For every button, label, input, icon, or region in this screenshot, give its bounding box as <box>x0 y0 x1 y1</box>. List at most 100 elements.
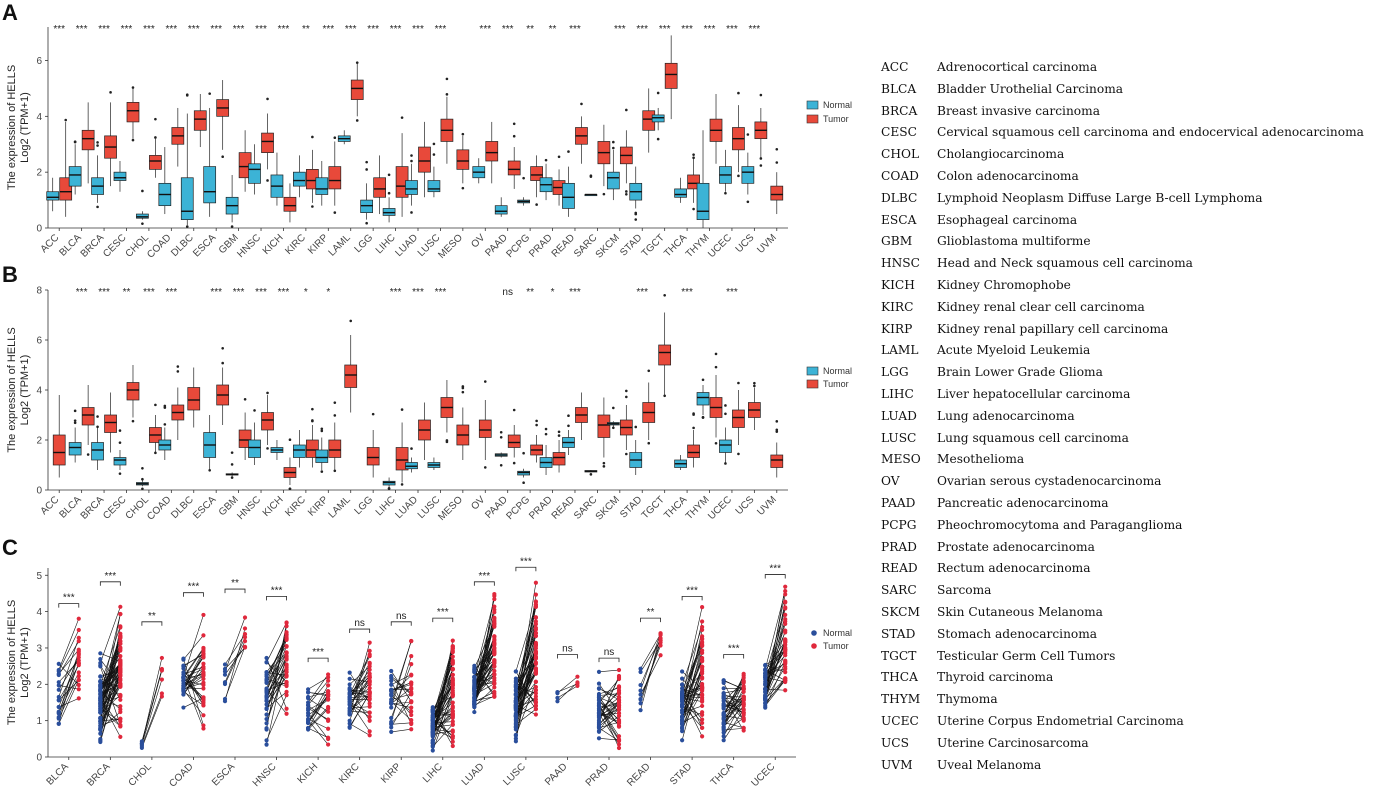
panel-a-esca-normal-outlier <box>208 92 211 95</box>
legend-panel-a: Normal Tumor <box>806 100 852 124</box>
panel-c-thca-normal-point <box>721 686 726 691</box>
panel-b-prad-tumor-outlier <box>557 430 561 434</box>
panel-c-stad-pair-line <box>681 687 703 698</box>
panel-b-lihc-tumor-outlier <box>400 483 404 486</box>
panel-a-esca-normal-box <box>203 166 217 204</box>
panel-c-kirp-pair-line <box>391 695 412 712</box>
panel-c-brca-normal-point <box>98 731 103 736</box>
panel-c-luad-normal-point <box>472 665 477 671</box>
abbreviation-row: HNSC Head and Neck squamous cell carcinom… <box>881 253 1364 275</box>
panel-b-sig-stad: *** <box>636 287 648 298</box>
panel-c-lusc-normal-point <box>513 700 518 705</box>
panel-c-lusc-normal-point <box>513 676 518 681</box>
panel-a-paad-tumor-outlier <box>512 134 516 138</box>
panel-c-brca-normal-point <box>98 660 103 666</box>
panel-c-brca-pair-line <box>100 690 121 710</box>
abbreviation-name: Uterine Corpus Endometrial Carcinoma <box>937 713 1184 728</box>
panel-c-prad-pair-line <box>598 702 620 732</box>
panel-c-esca-normal-point <box>222 696 228 702</box>
panel-c-luad-tumor-point <box>492 651 497 656</box>
panel-c-stad-pair-line <box>681 677 703 728</box>
panel-c-lusc-tumor-point <box>533 604 538 609</box>
panel-c-kirp-pair-line <box>390 655 412 722</box>
panel-c-blca-tumor-point <box>76 616 81 621</box>
panel-c-ucec-pair-line <box>764 632 786 678</box>
abbreviation-row: LIHC Liver hepatocellular carcinoma <box>881 384 1364 406</box>
panel-c-read-sig-bracket <box>640 617 661 623</box>
panel-c-prad-pair-line <box>598 700 620 719</box>
panel-c-lihc-tumor-point <box>450 686 455 691</box>
panel-c-stad-tumor-point <box>700 717 705 722</box>
panel-a-sig-stad: *** <box>636 24 648 35</box>
abbreviation-name: Uterine Carcinosarcoma <box>937 735 1089 750</box>
abbreviation-name: Esophageal carcinoma <box>937 212 1078 227</box>
abbreviation-row: CHOL Cholangiocarcinoma <box>881 144 1364 166</box>
panel-a-tgct-normal-outlier <box>656 137 660 141</box>
panel-c-hnsc-sig: *** <box>271 585 283 596</box>
panel-b-ytick-label: 0 <box>36 486 42 497</box>
panel-c-stad-normal-point <box>680 690 685 696</box>
panel-c-ucec-tumor-point <box>783 688 788 693</box>
panel-c-luad-tumor-point <box>492 591 497 597</box>
panel-c-kirc-normal-point <box>347 705 352 711</box>
panel-c-esca-pair-line <box>224 641 246 685</box>
panel-c-ucec-pair-line <box>764 642 786 698</box>
panel-c-lihc-pair-line <box>432 678 454 724</box>
abbreviation-row: LGG Brain Lower Grade Glioma <box>881 362 1364 384</box>
panel-a-sig-dlbc: *** <box>188 24 200 35</box>
panel-a-lgg-normal-outlier <box>365 168 368 171</box>
panel-c-ucec-pair-line <box>765 688 786 691</box>
panel-c-thca-tumor-point <box>741 700 746 706</box>
panel-c-lihc-normal-point <box>430 732 435 737</box>
panel-c-hnsc-normal-point <box>264 690 269 695</box>
panel-c-stad-pair-line <box>681 666 703 741</box>
panel-c-blca-normal-point <box>56 683 61 688</box>
panel-c-stad-pair-line <box>681 689 703 721</box>
panel-c-xtick-label-thca: THCA <box>709 761 736 788</box>
panel-c-kirp-pair-line <box>391 675 412 694</box>
panel-c-prad-sig-bracket <box>598 657 620 663</box>
panel-c-hnsc-tumor-point <box>284 651 289 656</box>
panel-c-brca-pair-line <box>100 675 121 691</box>
panel-c-stad-normal-point <box>680 682 685 687</box>
panel-b-coad-normal-outlier <box>163 423 167 426</box>
abbreviation-name: Kidney Chromophobe <box>937 277 1071 292</box>
panel-a-lusc-normal-box <box>427 180 441 193</box>
panel-c-kirp-sig-bracket <box>390 621 412 626</box>
panel-a-blca-tumor-box <box>81 129 95 151</box>
panel-c-kich-pair-line <box>307 694 329 729</box>
panel-b-sig-kirp: * <box>326 287 330 298</box>
panel-c-hnsc-tumor-point <box>284 657 289 662</box>
panel-c-hnsc-tumor-point <box>284 635 289 640</box>
panel-c-lusc-normal-point <box>513 687 518 692</box>
panel-a-sig-kich: *** <box>278 24 290 35</box>
panel-b-tgct-tumor-outlier <box>663 394 666 398</box>
panel-c-blca-normal-point <box>56 680 61 685</box>
panel-b-thca-tumor-outlier <box>692 426 695 430</box>
panel-c-kirp-tumor-point <box>409 639 414 644</box>
panel-c-lihc-tumor-point <box>450 672 455 677</box>
panel-c-thca-normal-point <box>721 734 726 739</box>
panel-c-lihc-normal-point <box>430 741 435 746</box>
panel-b-lihc-tumor-box <box>395 447 409 471</box>
panel-a-sig-thca: *** <box>681 24 693 35</box>
panel-c-kirc-pair-line <box>349 710 370 713</box>
panel-c-ucec-tumor-point <box>783 638 788 643</box>
panel-c-kirc-tumor-point <box>367 667 372 672</box>
panel-c-luad-pair-line <box>474 663 495 699</box>
panel-b-kich-tumor-outlier <box>288 487 292 491</box>
panel-a-xtick-label-cesc: CESC <box>101 232 128 259</box>
panel-c-thca-pair-line <box>723 696 744 708</box>
panel-c-lusc-pair-line <box>515 690 537 706</box>
panel-c-ucec-tumor-point <box>783 584 788 589</box>
panel-c-coad-tumor-point <box>201 723 206 728</box>
panel-c-stad-normal-point <box>680 676 685 681</box>
panel-b-sig-read: *** <box>569 287 581 298</box>
panel-b-xtick-label-stad: STAD <box>618 494 644 520</box>
panel-c-brca-tumor-point <box>118 624 123 629</box>
panel-b-sig-prad: * <box>551 287 555 298</box>
panel-c-esca-pair-line <box>224 628 246 702</box>
panel-c-lusc-pair-line <box>515 644 537 717</box>
panel-c-stad-tumor-point <box>700 725 705 731</box>
